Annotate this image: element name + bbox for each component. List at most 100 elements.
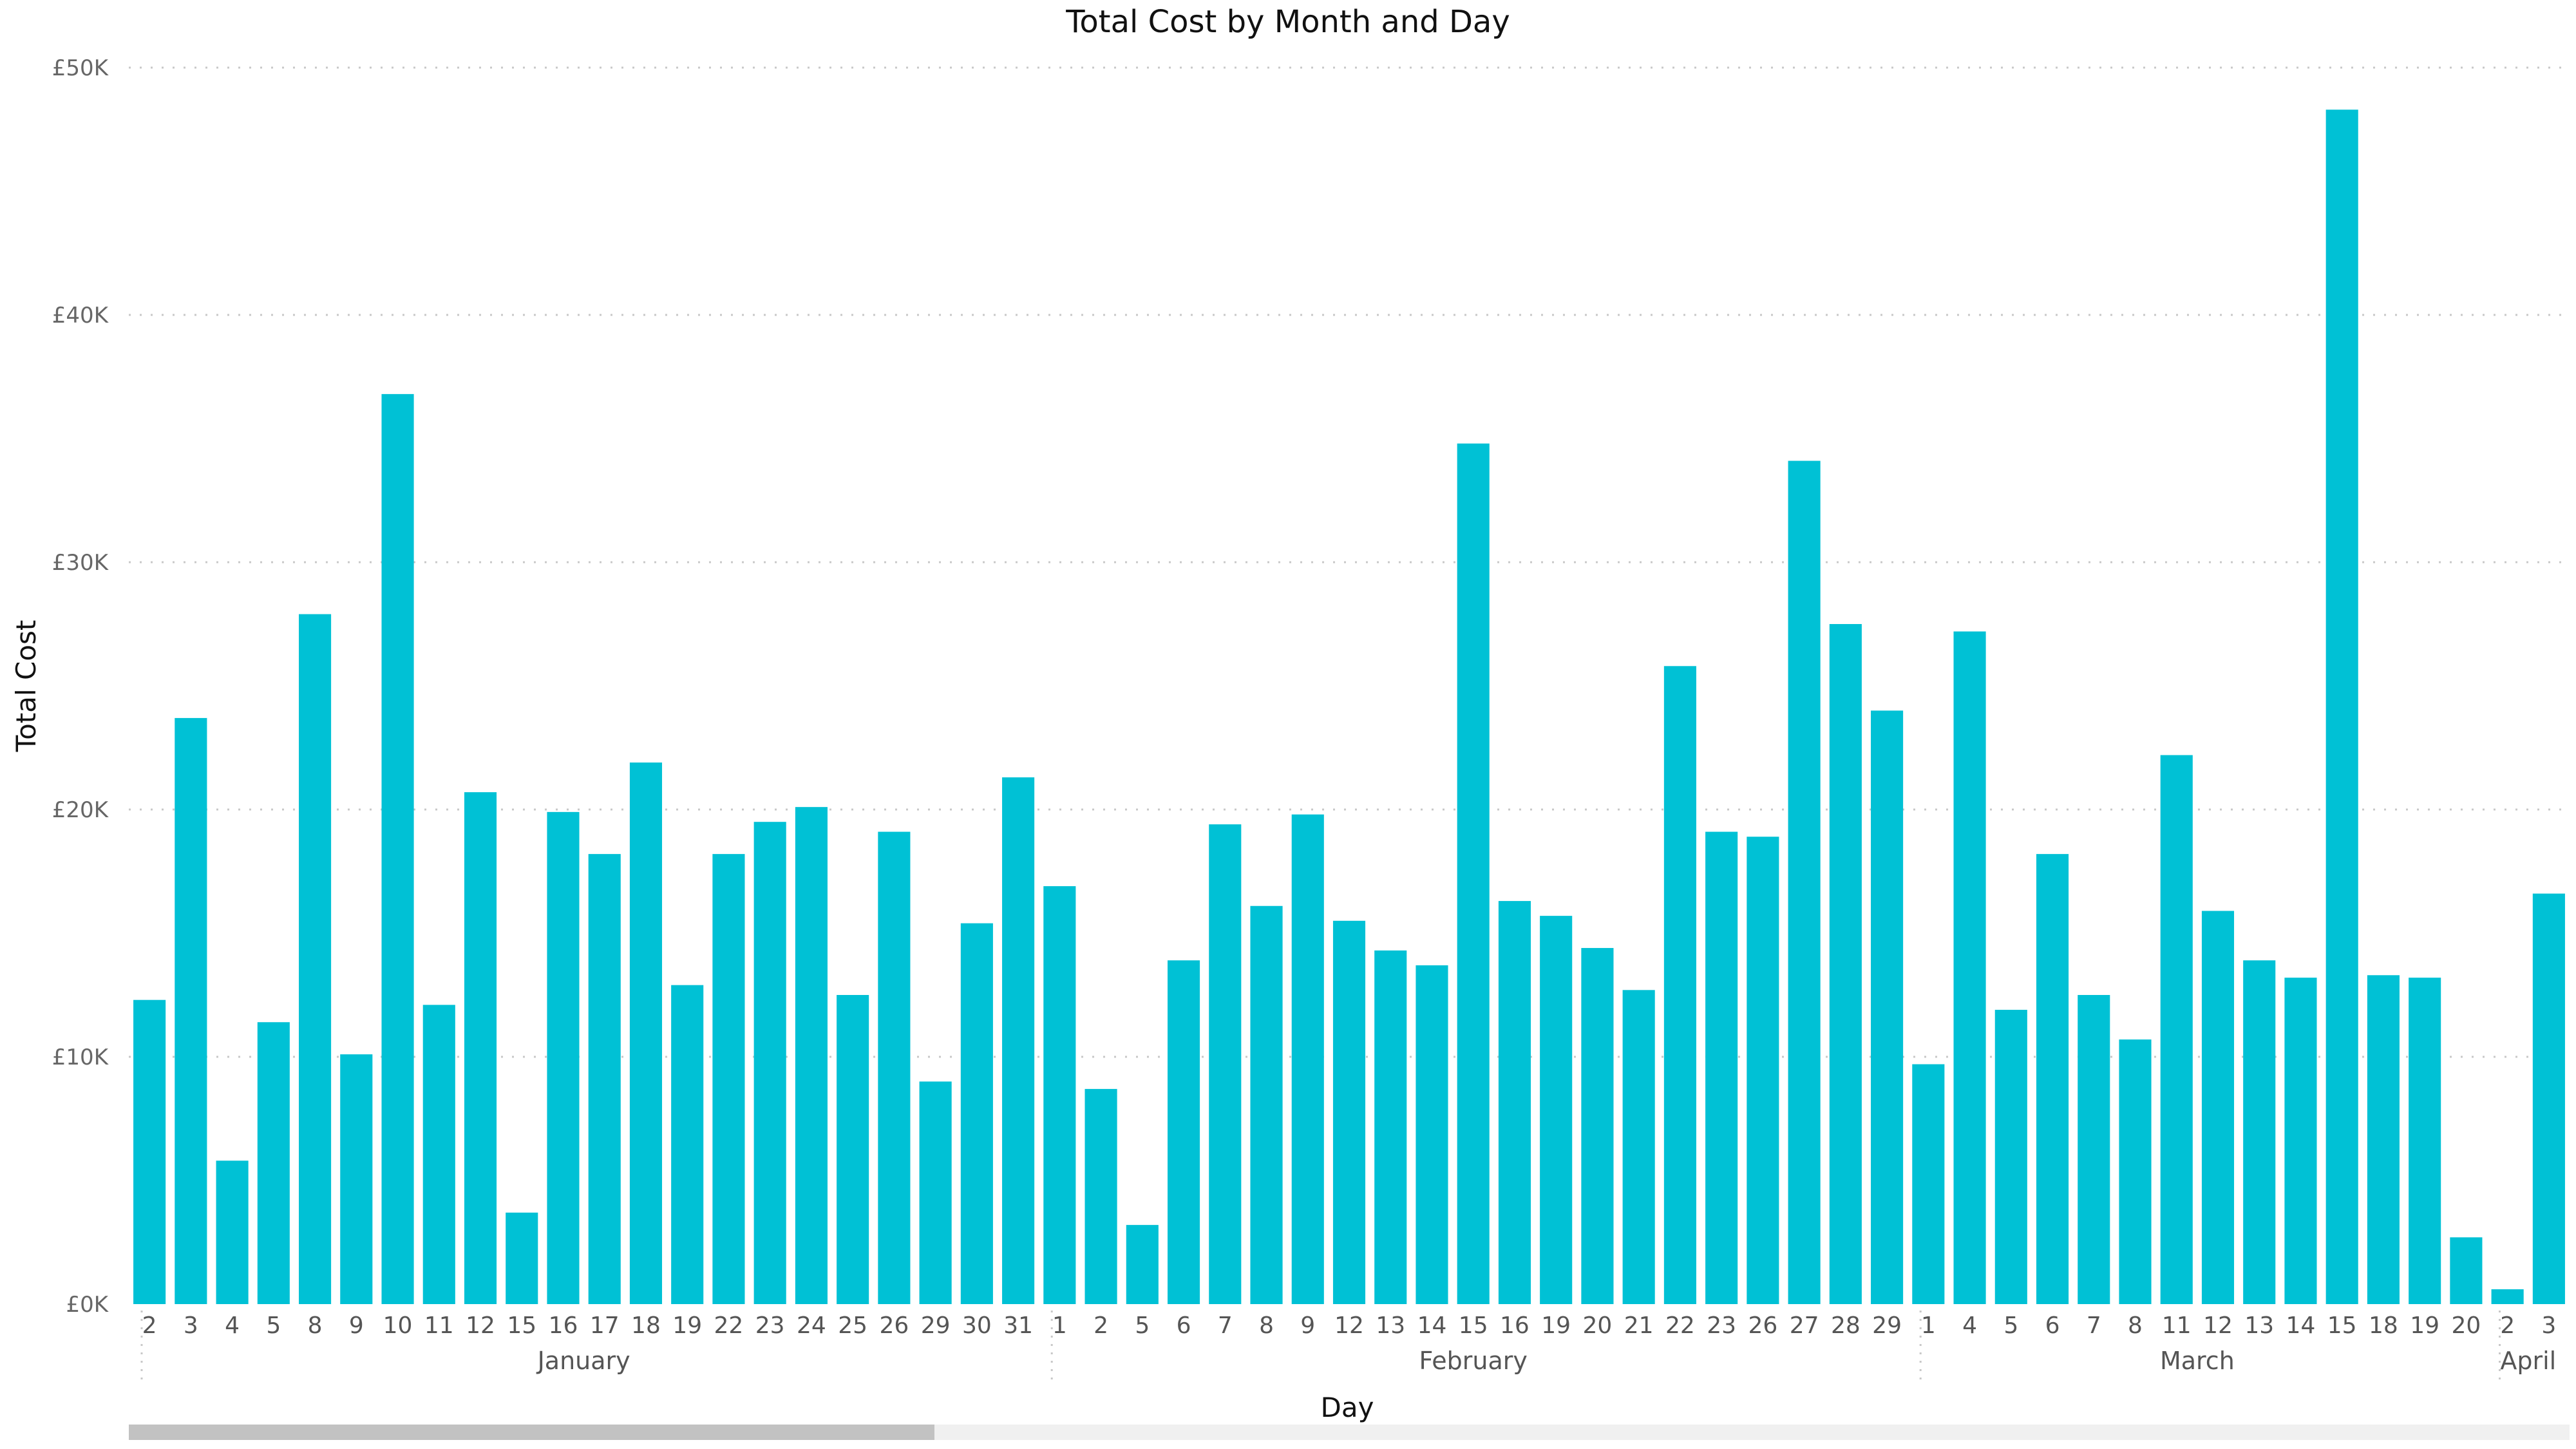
bar-february-9[interactable] <box>1291 814 1324 1304</box>
bar-february-22[interactable] <box>1663 666 1696 1304</box>
bar-march-6[interactable] <box>2036 854 2069 1304</box>
x-tick-label: 1 <box>1052 1312 1067 1339</box>
y-tick-label: £10K <box>52 1045 109 1070</box>
bar-march-15[interactable] <box>2325 109 2358 1304</box>
x-tick-label: 8 <box>1259 1312 1274 1339</box>
x-tick-label: 19 <box>1541 1312 1571 1339</box>
bar-january-23[interactable] <box>753 822 786 1304</box>
bar-february-15[interactable] <box>1457 443 1490 1305</box>
bar-january-30[interactable] <box>960 923 993 1304</box>
bar-february-8[interactable] <box>1250 905 1283 1304</box>
bar-january-5[interactable] <box>257 1022 290 1304</box>
bar-march-20[interactable] <box>2450 1237 2483 1304</box>
bar-january-9[interactable] <box>340 1054 373 1304</box>
bar-march-13[interactable] <box>2243 960 2276 1304</box>
x-tick-label: 11 <box>424 1312 454 1339</box>
x-tick-label: 11 <box>2162 1312 2192 1339</box>
x-tick-label: 13 <box>1376 1312 1405 1339</box>
x-tick-label: 22 <box>1665 1312 1695 1339</box>
x-tick-label: 5 <box>1135 1312 1150 1339</box>
x-tick-label: 3 <box>2541 1312 2556 1339</box>
bar-march-7[interactable] <box>2078 995 2110 1304</box>
month-label-april: April <box>2500 1347 2556 1375</box>
bar-march-5[interactable] <box>1994 1010 2027 1304</box>
bar-january-10[interactable] <box>381 393 414 1304</box>
y-tick-label: £30K <box>52 550 109 576</box>
bar-february-21[interactable] <box>1622 990 1655 1304</box>
bar-january-25[interactable] <box>837 995 869 1304</box>
bar-january-24[interactable] <box>795 807 828 1304</box>
bar-january-3[interactable] <box>175 717 207 1304</box>
x-tick-label: 18 <box>631 1312 661 1339</box>
x-tick-label: 15 <box>2327 1312 2357 1339</box>
bar-february-27[interactable] <box>1788 460 1821 1304</box>
x-tick-label: 15 <box>1459 1312 1488 1339</box>
x-tick-label: 6 <box>2045 1312 2060 1339</box>
bar-january-17[interactable] <box>588 854 621 1304</box>
bar-january-26[interactable] <box>878 831 911 1304</box>
bar-february-12[interactable] <box>1332 920 1366 1304</box>
bar-march-14[interactable] <box>2284 978 2317 1304</box>
x-tick-label: 2 <box>2500 1312 2515 1339</box>
bar-april-2[interactable] <box>2491 1289 2524 1304</box>
bar-february-1[interactable] <box>1043 886 1076 1304</box>
x-tick-label: 29 <box>1872 1312 1902 1339</box>
bar-january-15[interactable] <box>506 1212 538 1304</box>
bar-january-12[interactable] <box>464 792 497 1304</box>
bar-february-16[interactable] <box>1498 901 1531 1304</box>
x-tick-label: 19 <box>672 1312 702 1339</box>
bar-january-22[interactable] <box>712 854 745 1304</box>
bar-january-11[interactable] <box>422 1005 455 1304</box>
x-tick-label: 23 <box>755 1312 785 1339</box>
bar-january-31[interactable] <box>1002 777 1035 1304</box>
bar-march-4[interactable] <box>1953 631 1986 1304</box>
bar-january-19[interactable] <box>671 985 704 1304</box>
bar-march-1[interactable] <box>1912 1064 1945 1304</box>
x-axis-day-ticks: 2 3 4 5 8 9 10 11 12 15 16 17 18 19 22 23 24 25 26 29 30 31 1 2… <box>142 1312 2557 1339</box>
bar-march-8[interactable] <box>2119 1039 2152 1304</box>
x-tick-label: 8 <box>2128 1312 2143 1339</box>
x-tick-label: 14 <box>2286 1312 2316 1339</box>
horizontal-scrollbar[interactable] <box>129 1425 2570 1440</box>
bar-january-4[interactable] <box>216 1160 249 1304</box>
bar-february-20[interactable] <box>1581 948 1614 1304</box>
bar-april-3[interactable] <box>2532 893 2565 1304</box>
bar-march-11[interactable] <box>2160 755 2193 1304</box>
x-tick-label: 12 <box>1334 1312 1364 1339</box>
bar-march-12[interactable] <box>2201 911 2235 1304</box>
bar-january-16[interactable] <box>547 811 580 1304</box>
bar-february-28[interactable] <box>1829 624 1862 1304</box>
bar-february-19[interactable] <box>1540 916 1573 1304</box>
bar-february-14[interactable] <box>1416 965 1448 1304</box>
bar-march-18[interactable] <box>2367 975 2400 1304</box>
bar-january-8[interactable] <box>299 614 332 1304</box>
x-tick-label: 16 <box>549 1312 578 1339</box>
x-tick-label: 23 <box>1707 1312 1736 1339</box>
x-tick-label: 9 <box>349 1312 364 1339</box>
bar-february-2[interactable] <box>1084 1088 1117 1304</box>
bar-january-2[interactable] <box>133 999 166 1304</box>
scrollbar-thumb[interactable] <box>129 1425 934 1440</box>
x-tick-label: 2 <box>142 1312 157 1339</box>
bar-february-6[interactable] <box>1167 960 1200 1304</box>
x-tick-label: 4 <box>1962 1312 1977 1339</box>
x-tick-label: 15 <box>507 1312 536 1339</box>
x-tick-label: 13 <box>2244 1312 2274 1339</box>
bar-february-5[interactable] <box>1126 1225 1159 1304</box>
bar-february-29[interactable] <box>1871 710 1904 1304</box>
bar-february-26[interactable] <box>1747 837 1779 1304</box>
bar-january-29[interactable] <box>919 1081 952 1304</box>
y-axis-ticks: £0K £10K £20K £30K £40K £50K <box>52 55 109 1318</box>
x-tick-label: 18 <box>2369 1312 2398 1339</box>
x-tick-label: 17 <box>590 1312 620 1339</box>
bar-february-7[interactable] <box>1209 824 1242 1304</box>
x-tick-label: 4 <box>225 1312 240 1339</box>
x-axis-month-labels: January February March April <box>140 1311 2556 1385</box>
x-tick-label: 22 <box>714 1312 744 1339</box>
bar-february-23[interactable] <box>1705 831 1738 1304</box>
bar-march-19[interactable] <box>2409 978 2441 1304</box>
y-tick-label: £20K <box>52 797 109 823</box>
bar-february-13[interactable] <box>1374 950 1407 1304</box>
bar-january-18[interactable] <box>629 762 663 1304</box>
